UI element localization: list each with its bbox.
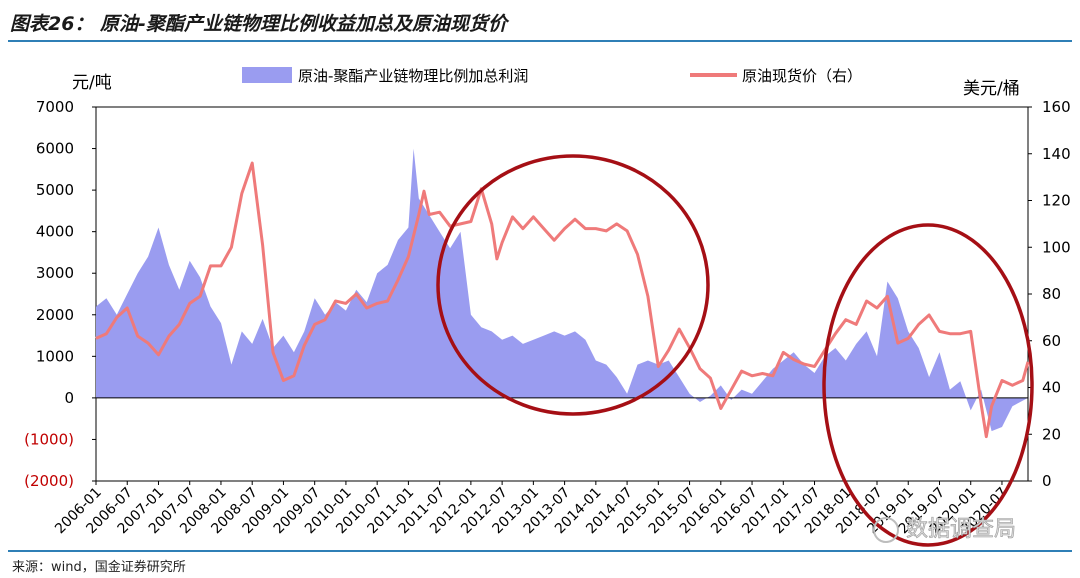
highlight-circle-2018-2020 <box>822 223 1034 547</box>
right-axis-tick-label: 40 <box>1042 379 1061 397</box>
left-axis-tick-label: 0 <box>64 389 74 407</box>
crude-price-line-series <box>95 161 1030 439</box>
right-axis-unit: 美元/桶 <box>963 79 1020 99</box>
title-divider <box>8 40 1072 42</box>
right-axis-tick-label: 120 <box>1042 192 1071 210</box>
profit-area-series <box>96 148 1028 432</box>
right-axis-tick-label: 20 <box>1042 425 1061 443</box>
left-axis-tick-label: 4000 <box>36 223 74 241</box>
left-axis-tick-label: (1000) <box>24 430 74 448</box>
footer-divider <box>8 550 1072 552</box>
left-axis-tick-label: 3000 <box>36 264 74 282</box>
watermark-logo-icon <box>873 517 899 543</box>
highlight-circle-2012-2015 <box>436 154 710 416</box>
watermark-text: 数据调查局 <box>906 517 1016 542</box>
left-axis-tick-label: 1000 <box>36 347 74 365</box>
right-axis-tick-label: 160 <box>1042 98 1071 116</box>
right-axis-tick-label: 140 <box>1042 145 1071 163</box>
legend-label-area: 原油-聚酯产业链物理比例加总利润 <box>298 67 528 85</box>
right-axis-tick-label: 80 <box>1042 285 1061 303</box>
left-axis-tick-label: (2000) <box>24 472 74 490</box>
legend-swatch-area <box>242 67 292 83</box>
right-axis-tick-label: 0 <box>1042 472 1052 490</box>
left-axis-tick-label: 6000 <box>36 140 74 158</box>
left-axis-tick-label: 7000 <box>36 98 74 116</box>
right-axis-tick-label: 100 <box>1042 238 1071 256</box>
right-axis-tick-label: 60 <box>1042 332 1061 350</box>
left-axis-tick-label: 5000 <box>36 181 74 199</box>
chart-title: 图表26： 原油-聚酯产业链物理比例收益加总及原油现货价 <box>10 13 507 35</box>
legend-label-line: 原油现货价（右） <box>742 67 862 85</box>
left-axis-unit: 元/吨 <box>72 73 112 93</box>
left-axis-tick-label: 2000 <box>36 306 74 324</box>
source-note: 来源：wind，国金证券研究所 <box>12 560 186 575</box>
